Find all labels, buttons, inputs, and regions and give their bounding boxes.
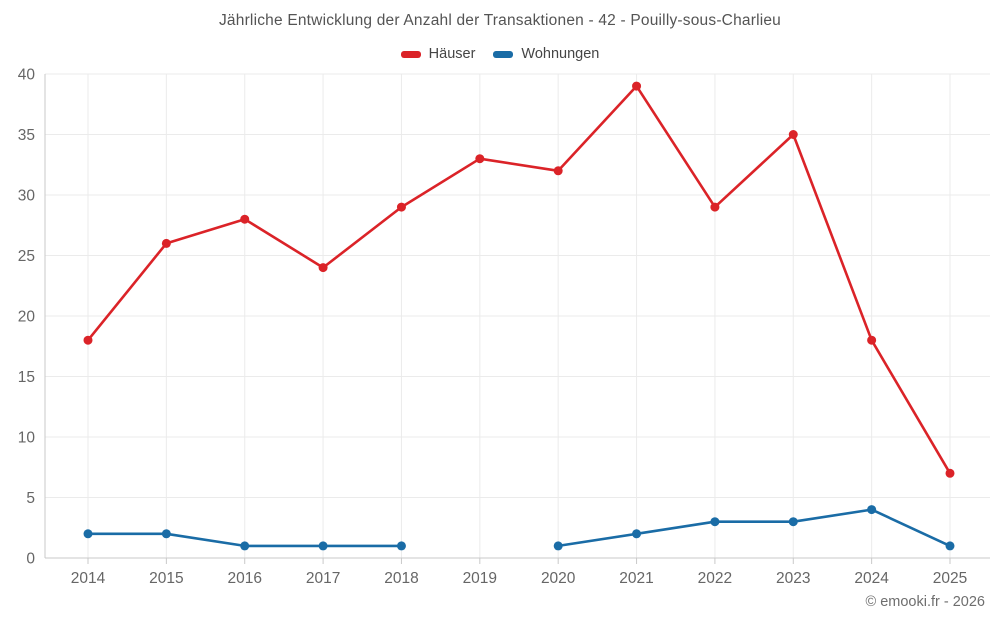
data-point[interactable] xyxy=(945,468,955,478)
data-point[interactable] xyxy=(788,517,798,527)
data-point[interactable] xyxy=(867,335,877,345)
y-axis-label: 40 xyxy=(18,67,36,84)
x-axis-label: 2018 xyxy=(384,570,418,587)
x-axis-label: 2017 xyxy=(306,570,340,587)
legend-swatch-hauser xyxy=(400,50,421,58)
y-axis-label: 25 xyxy=(18,248,35,265)
x-axis-label: 2021 xyxy=(619,570,653,587)
x-axis-label: 2024 xyxy=(854,570,889,587)
x-axis-label: 2015 xyxy=(149,570,183,587)
data-point[interactable] xyxy=(475,154,485,164)
y-axis-label: 30 xyxy=(18,188,36,205)
data-point[interactable] xyxy=(553,166,563,176)
data-point[interactable] xyxy=(396,541,406,551)
data-point[interactable] xyxy=(83,529,93,539)
x-axis-label: 2014 xyxy=(71,570,106,587)
x-axis-label: 2025 xyxy=(933,570,967,587)
data-point[interactable] xyxy=(161,529,171,539)
data-point[interactable] xyxy=(710,517,720,527)
data-point[interactable] xyxy=(240,541,250,551)
data-point[interactable] xyxy=(161,238,171,248)
data-point[interactable] xyxy=(240,214,250,224)
legend-label-wohnungen: Wohnungen xyxy=(521,46,600,62)
legend-item-hauser[interactable]: Häuser xyxy=(400,46,476,62)
data-point[interactable] xyxy=(318,263,328,273)
copyright-footer: © emooki.fr - 2026 xyxy=(865,594,985,610)
series-line xyxy=(86,84,952,475)
y-axis-label: 5 xyxy=(26,490,35,507)
x-axis-label: 2022 xyxy=(698,570,732,587)
data-point[interactable] xyxy=(553,541,563,551)
y-axis-label: 10 xyxy=(18,430,36,447)
chart-title: Jährliche Entwicklung der Anzahl der Tra… xyxy=(218,12,782,29)
series-line xyxy=(556,508,952,548)
x-axis-label: 2020 xyxy=(541,570,576,587)
data-point[interactable] xyxy=(396,202,406,212)
x-axis-label: 2016 xyxy=(227,570,261,587)
data-point[interactable] xyxy=(945,541,955,551)
legend-item-wohnungen[interactable]: Wohnungen xyxy=(493,46,599,62)
legend-label-hauser: Häuser xyxy=(428,46,476,62)
data-point[interactable] xyxy=(318,541,328,551)
data-point[interactable] xyxy=(632,81,642,91)
x-axis-label: 2019 xyxy=(463,570,497,587)
legend-swatch-wohnungen xyxy=(493,50,514,58)
y-axis-label: 15 xyxy=(18,369,35,386)
y-axis-label: 35 xyxy=(18,127,35,144)
y-axis-label: 20 xyxy=(18,309,36,326)
data-point[interactable] xyxy=(788,130,798,139)
chart-legend: Häuser Wohnungen xyxy=(0,46,1000,62)
y-axis-label: 0 xyxy=(26,551,35,568)
data-point[interactable] xyxy=(710,202,720,212)
x-axis-label: 2023 xyxy=(776,570,810,587)
data-point[interactable] xyxy=(867,505,877,515)
data-point[interactable] xyxy=(83,335,93,345)
data-point[interactable] xyxy=(632,529,642,539)
